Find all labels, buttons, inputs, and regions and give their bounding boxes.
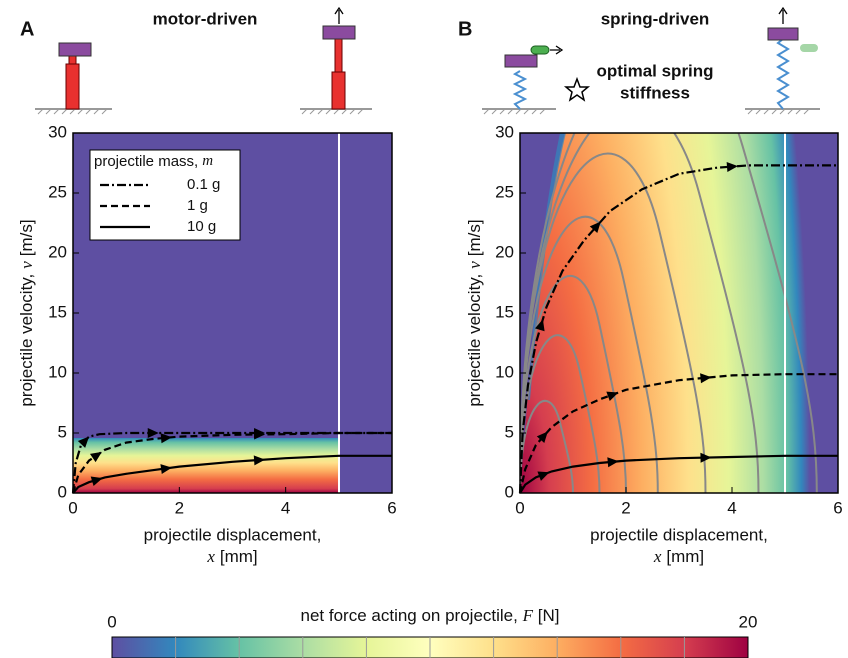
y-tick-label: 20 <box>495 242 514 261</box>
x-tick-label: 2 <box>175 498 184 517</box>
icon-motor-extended <box>300 6 372 115</box>
y-tick-label: 5 <box>505 422 514 441</box>
colorbar-tick-label: 20 <box>739 612 758 631</box>
x-tick-label: 2 <box>621 498 630 517</box>
trajectory <box>72 454 392 494</box>
legend-label: 0.1 g <box>187 176 220 193</box>
legend: projectile mass, m 0.1 g 1 g 10 g <box>89 149 241 241</box>
x-tick-label: 6 <box>387 498 396 517</box>
y-tick-label: 15 <box>495 302 514 321</box>
annotation: stiffness <box>620 83 690 102</box>
x-axis-label: x [mm] <box>653 547 704 567</box>
y-tick-label: 20 <box>48 242 67 261</box>
icon-motor-rest <box>35 42 112 115</box>
y-tick-label: 15 <box>48 302 67 321</box>
y-tick-label: 0 <box>58 482 67 501</box>
plot: 0 5 10 15 20 25 30 0 2 4 6 projectile displacement,… <box>17 122 397 566</box>
y-tick-label: 10 <box>495 362 514 381</box>
x-tick-label: 0 <box>515 498 524 517</box>
y-tick-label: 25 <box>495 182 514 201</box>
colorbar-label: net force acting on projectile, F [N] <box>301 606 560 626</box>
x-axis-label: projectile displacement, <box>590 525 768 544</box>
trajectory <box>519 454 838 494</box>
x-axis-label: x [mm] <box>206 547 257 567</box>
x-tick-label: 0 <box>68 498 77 517</box>
trajectory <box>71 431 392 494</box>
x-tick-label: 6 <box>833 498 842 517</box>
x-tick-label: 4 <box>281 498 290 517</box>
legend-title: projectile mass, m <box>94 153 213 170</box>
legend-label: 10 g <box>187 218 216 235</box>
legend-label: 1 g <box>187 197 208 214</box>
star-icon <box>563 76 591 102</box>
icon-spring-extended <box>745 6 820 115</box>
y-tick-label: 30 <box>495 122 514 141</box>
annotation: optimal spring <box>596 61 713 80</box>
plot: 0 5 10 15 20 25 30 0 2 4 6 projectile displacement,… <box>465 122 843 566</box>
y-tick-label: 0 <box>505 482 514 501</box>
panel-title: motor-driven <box>153 9 258 28</box>
y-tick-label: 30 <box>48 122 67 141</box>
y-axis-label: projectile velocity,v[m/s] <box>17 219 37 406</box>
colorbar-tick-label: 0 <box>107 612 116 631</box>
icon-spring-rest <box>482 45 564 115</box>
y-tick-label: 25 <box>48 182 67 201</box>
y-axis-label: projectile velocity,v[m/s] <box>465 219 485 406</box>
y-tick-label: 10 <box>48 362 67 381</box>
panel-title: spring-driven <box>601 9 710 28</box>
panel-label: A <box>20 18 34 40</box>
panel-label: B <box>458 18 472 40</box>
x-tick-label: 4 <box>727 498 736 517</box>
y-tick-label: 5 <box>58 422 67 441</box>
x-axis-label: projectile displacement, <box>144 525 322 544</box>
